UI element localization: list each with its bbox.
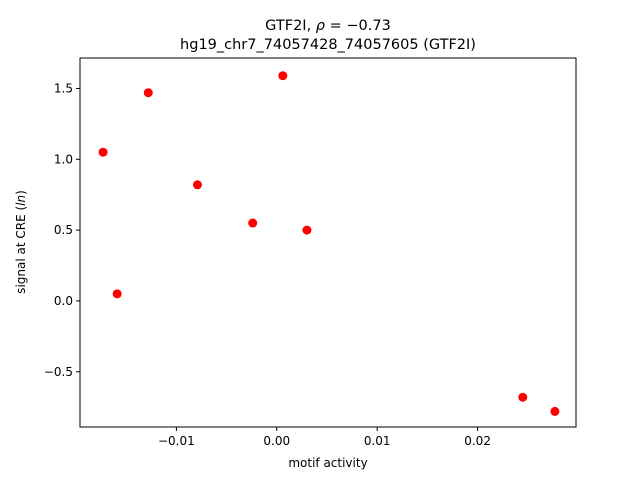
- x-tick-label: 0.00: [263, 434, 290, 448]
- data-points: [98, 71, 560, 416]
- scatter-point: [98, 147, 108, 157]
- x-tick-label: 0.01: [364, 434, 391, 448]
- y-axis-ticks: −0.5 0.0 0.5 1.0 1.5: [44, 81, 80, 379]
- scatter-point: [278, 71, 288, 81]
- y-axis-label: signal at CRE (ln): [14, 190, 28, 294]
- y-tick-label: 0.0: [54, 294, 73, 308]
- y-tick-label: −0.5: [44, 365, 73, 379]
- scatter-point: [550, 406, 560, 416]
- plot-frame: [79, 57, 577, 428]
- scatter-point: [518, 392, 528, 402]
- chart-title-line2: hg19_chr7_74057428_74057605 (GTF2I): [180, 37, 476, 53]
- y-tick-label: 1.5: [54, 81, 73, 95]
- y-tick-label: 1.0: [54, 152, 73, 166]
- scatter-point: [248, 218, 258, 228]
- chart-title-line1: GTF2I, ρ = −0.73: [265, 18, 391, 34]
- scatter-point: [192, 180, 202, 190]
- scatter-point: [112, 289, 122, 299]
- x-axis-ticks: −0.01 0.00 0.01 0.02: [158, 427, 491, 448]
- scatter-point: [143, 88, 153, 98]
- x-axis-label: motif activity: [288, 456, 367, 470]
- scatter-point: [302, 225, 312, 235]
- y-tick-label: 0.5: [54, 223, 73, 237]
- x-tick-label: −0.01: [158, 434, 195, 448]
- x-tick-label: 0.02: [464, 434, 491, 448]
